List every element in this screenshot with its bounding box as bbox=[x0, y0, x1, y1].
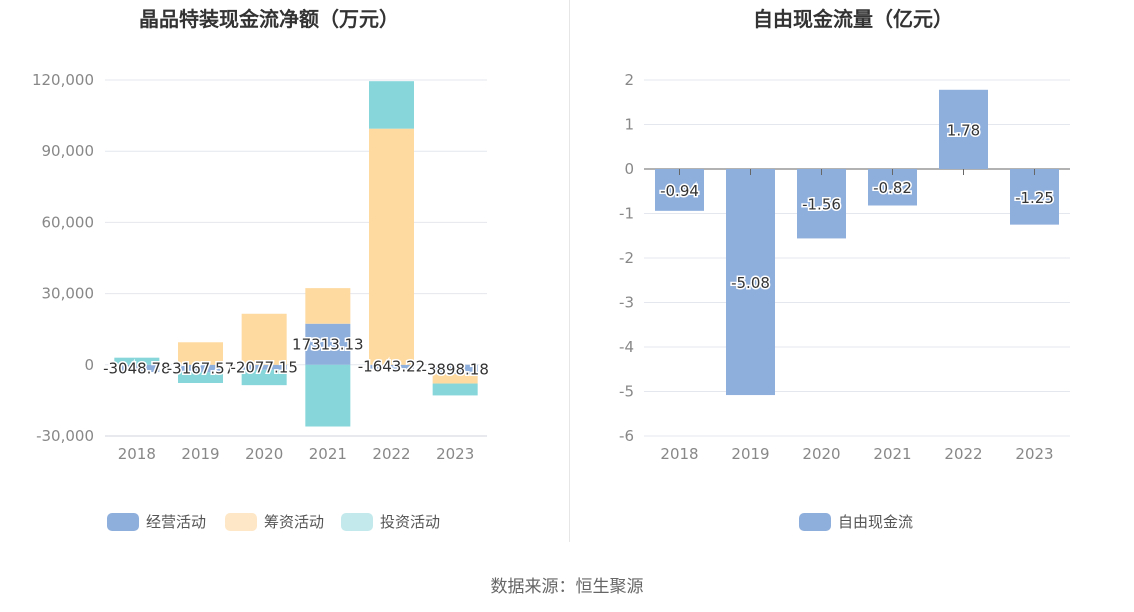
x-tick-label: 2021 bbox=[309, 445, 347, 463]
legend-swatch bbox=[341, 513, 373, 531]
y-tick-label: -1 bbox=[619, 205, 634, 223]
y-tick-label: -4 bbox=[619, 338, 634, 356]
legend-label: 经营活动 bbox=[146, 513, 206, 531]
chart-title: 自由现金流量（亿元） bbox=[753, 7, 953, 31]
y-tick-label: 90,000 bbox=[42, 142, 95, 160]
financing-bar bbox=[369, 128, 414, 365]
y-tick-label: 0 bbox=[84, 356, 94, 374]
y-tick-label: 0 bbox=[624, 160, 634, 178]
financing-bar bbox=[241, 313, 287, 365]
x-tick-label: 2019 bbox=[731, 445, 769, 463]
financing-bar bbox=[432, 374, 478, 384]
x-tick-label: 2023 bbox=[1015, 445, 1053, 463]
y-tick-label: 1 bbox=[624, 116, 634, 134]
free-cash-bar bbox=[797, 169, 846, 239]
operating-bar bbox=[114, 364, 160, 373]
cash-flow-net-chart: 晶品特装现金流净额（万元） -30,000 0 30,000 60,000 90,000… bbox=[32, 7, 490, 531]
operating-bar bbox=[241, 364, 287, 370]
data-label: -3048.78 bbox=[103, 359, 170, 377]
x-tick-label: 2022 bbox=[372, 445, 410, 463]
y-tick-label: -3 bbox=[619, 294, 634, 312]
data-label: -1.25 bbox=[1015, 189, 1054, 207]
free-cash-bar bbox=[726, 169, 775, 396]
data-label: -1643.22 bbox=[358, 358, 425, 376]
y-tick-label: 60,000 bbox=[42, 213, 95, 231]
y-tick-label: 30,000 bbox=[42, 285, 95, 303]
x-tick-label: 2020 bbox=[245, 445, 283, 463]
operating-bar bbox=[178, 364, 223, 373]
investing-bar bbox=[178, 372, 223, 383]
legend-label: 投资活动 bbox=[380, 513, 440, 531]
y-tick-label: -30,000 bbox=[36, 427, 94, 445]
data-label: -5.08 bbox=[731, 274, 770, 292]
x-tick-label: 2020 bbox=[802, 445, 840, 463]
y-tick-label: 120,000 bbox=[32, 71, 94, 89]
operating-bar bbox=[305, 323, 351, 365]
free-cash-bar bbox=[1010, 169, 1059, 225]
x-tick-label: 2023 bbox=[436, 445, 474, 463]
x-tick-label: 2018 bbox=[660, 445, 698, 463]
data-label: 1.78 bbox=[947, 121, 980, 139]
x-tick-label: 2018 bbox=[118, 445, 156, 463]
legend-swatch bbox=[225, 513, 257, 531]
y-tick-label: -2 bbox=[619, 249, 634, 267]
investing-bar bbox=[305, 364, 351, 427]
data-label: -0.82 bbox=[873, 179, 912, 197]
data-label: -3167.57 bbox=[167, 360, 234, 378]
x-tick-label: 2022 bbox=[944, 445, 982, 463]
data-label: -2077.15 bbox=[230, 358, 297, 376]
data-label: -3898.18 bbox=[421, 360, 488, 378]
legend-label: 自由现金流 bbox=[838, 513, 913, 531]
investing-bar bbox=[369, 81, 414, 129]
financing-bar bbox=[305, 288, 351, 324]
legend-swatch bbox=[107, 513, 139, 531]
data-label: 17313.13 bbox=[292, 335, 364, 353]
legend-label: 筹资活动 bbox=[264, 513, 324, 531]
data-label: -0.94 bbox=[660, 182, 699, 200]
investing-bar bbox=[114, 357, 160, 365]
y-tick-label: -6 bbox=[619, 427, 634, 445]
legend-swatch bbox=[799, 513, 831, 531]
financing-bar bbox=[178, 342, 223, 365]
free-cash-bar bbox=[655, 169, 704, 211]
x-tick-label: 2019 bbox=[181, 445, 219, 463]
data-label: -1.56 bbox=[802, 196, 841, 214]
investing-bar bbox=[432, 383, 478, 396]
x-tick-label: 2021 bbox=[873, 445, 911, 463]
free-cash-bar bbox=[939, 89, 988, 169]
investing-bar bbox=[241, 369, 287, 386]
free-cash-flow-chart: 自由现金流量（亿元） -6 -5 -4 -3 -2 -1 0 1 2 2018 -0.94 2019 -… bbox=[619, 7, 1070, 531]
data-source-note: 数据来源：恒生聚源 bbox=[490, 577, 644, 597]
operating-bar bbox=[369, 364, 414, 369]
y-tick-label: 2 bbox=[624, 71, 634, 89]
chart-title: 晶品特装现金流净额（万元） bbox=[139, 7, 399, 31]
chart-divider bbox=[569, 0, 570, 542]
y-tick-label: -5 bbox=[619, 383, 634, 401]
free-cash-bar bbox=[868, 169, 917, 206]
operating-bar bbox=[432, 364, 478, 375]
